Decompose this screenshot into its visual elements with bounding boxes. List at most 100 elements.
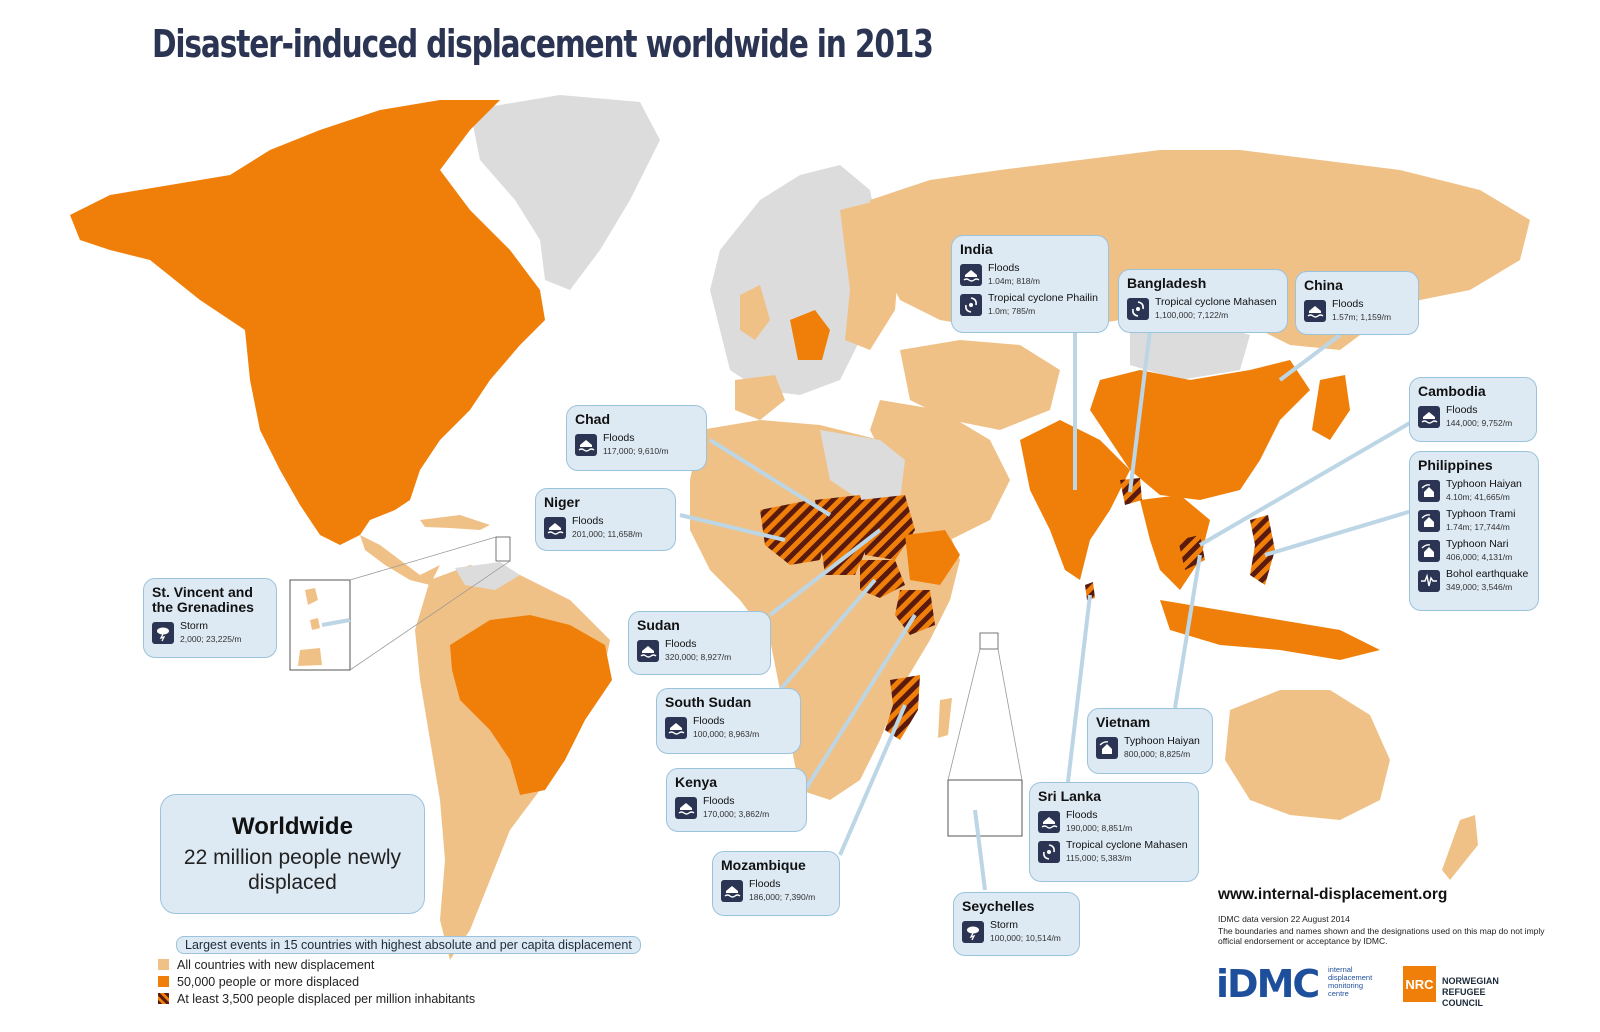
event-type: Typhoon Trami — [1446, 508, 1516, 520]
legend: Largest events in 15 countries with high… — [158, 936, 641, 1007]
nrc-logo: NRC — [1403, 966, 1436, 1002]
country-name: Mozambique — [721, 857, 806, 873]
philippines — [1250, 515, 1275, 585]
flood-icon — [575, 434, 597, 456]
callout-sri-lanka: Sri Lanka Floods 190,000; 8,851/m Tropica… — [1029, 782, 1199, 882]
country-name: Kenya — [675, 774, 718, 790]
event-stats: 349,000; 3,546/m — [1446, 582, 1513, 592]
event-row: Floods 1.57m; 1,159/m — [1304, 299, 1410, 323]
flood-icon — [1418, 406, 1440, 428]
middle-east — [870, 400, 1010, 540]
country-name: Cambodia — [1418, 383, 1486, 399]
event-type: Bohol earthquake — [1446, 568, 1529, 580]
event-type: Floods — [572, 515, 604, 527]
legend-label: 50,000 people or more displaced — [177, 974, 360, 989]
event-stats: 100,000; 8,963/m — [693, 729, 760, 739]
event-row: Floods 100,000; 8,963/m — [665, 716, 792, 740]
event-stats: 115,000; 5,383/m — [1066, 853, 1132, 863]
callout-chad: Chad Floods 117,000; 9,610/m — [566, 405, 707, 471]
flood-icon — [960, 264, 982, 286]
india — [1020, 420, 1130, 580]
callout-philippines: Philippines Typhoon Haiyan 4.10m; 41,665/… — [1409, 451, 1539, 611]
worldwide-text: 22 million people newly displaced — [183, 846, 402, 894]
ethiopia — [905, 530, 960, 585]
germany — [790, 310, 830, 360]
callout-st-vincent: St. Vincent and the Grenadines Storm 2,00… — [143, 578, 277, 658]
country-name: China — [1304, 277, 1343, 293]
event-row: Tropical cyclone Mahasen 1,100,000; 7,122… — [1127, 297, 1279, 321]
sudan — [860, 495, 915, 560]
website-link[interactable]: www.internal-displacement.org — [1218, 886, 1448, 903]
country-name: Niger — [544, 494, 580, 510]
legend-swatch-stripe — [158, 993, 169, 1004]
earthquake-icon — [1418, 570, 1440, 592]
china — [1090, 360, 1310, 500]
legend-item: 50,000 people or more displaced — [158, 973, 641, 990]
event-type: Storm — [180, 620, 209, 632]
event-row: Storm 2,000; 23,225/m — [152, 621, 268, 645]
cyclone-icon — [1127, 298, 1149, 320]
seychelles-locator-box — [979, 632, 999, 650]
callout-india: India Floods 1.04m; 818/m Tropical cyclon… — [951, 235, 1109, 333]
event-row: Typhoon Trami 1.74m; 17,744/m — [1418, 509, 1530, 533]
event-row: Typhoon Haiyan 800,000; 8,825/m — [1096, 736, 1204, 760]
country-name: Chad — [575, 411, 610, 427]
event-type: Typhoon Haiyan — [1124, 735, 1200, 747]
south-sudan — [860, 560, 905, 598]
event-stats: 190,000; 8,851/m — [1066, 823, 1133, 833]
legend-label: All countries with new displacement — [177, 957, 375, 972]
iberia — [735, 375, 785, 420]
callout-cambodia: Cambodia Floods 144,000; 9,752/m — [1409, 377, 1537, 442]
australia — [1225, 690, 1390, 820]
sri-lanka — [1085, 582, 1095, 600]
nrc-name: NORWEGIAN REFUGEE COUNCIL — [1442, 976, 1499, 1008]
greenland — [470, 95, 660, 290]
storm-house-icon — [1096, 737, 1118, 759]
event-stats: 4.10m; 41,665/m — [1446, 492, 1510, 502]
callout-niger: Niger Floods 201,000; 11,658/m — [535, 488, 676, 551]
event-stats: 320,000; 8,927/m — [665, 652, 732, 662]
event-stats: 1.57m; 1,159/m — [1332, 312, 1392, 322]
svg-inset-land — [298, 588, 322, 666]
event-row: Typhoon Nari 406,000; 4,131/m — [1418, 539, 1530, 563]
event-row: Typhoon Haiyan 4.10m; 41,665/m — [1418, 479, 1530, 503]
storm-icon — [152, 622, 174, 644]
central-america — [360, 535, 440, 585]
event-type: Storm — [990, 919, 1019, 931]
event-type: Tropical cyclone Mahasen — [1066, 839, 1188, 851]
callout-south-sudan: South Sudan Floods 100,000; 8,963/m — [656, 688, 801, 754]
flood-icon — [665, 717, 687, 739]
callout-mozambique: Mozambique Floods 186,000; 7,390/m — [712, 851, 840, 916]
flood-icon — [637, 640, 659, 662]
event-row: Floods 186,000; 7,390/m — [721, 879, 831, 903]
callout-seychelles: Seychelles Storm 100,000; 10,514/m — [953, 892, 1080, 956]
event-row: Bohol earthquake 349,000; 3,546/m — [1418, 569, 1530, 593]
callout-bangladesh: Bangladesh Tropical cyclone Mahasen 1,100… — [1118, 269, 1288, 333]
storm-icon — [962, 921, 984, 943]
event-row: Tropical cyclone Phailin 1.0m; 785/m — [960, 293, 1100, 317]
legend-item: All countries with new displacement — [158, 956, 641, 973]
seychelles-inset-box — [947, 779, 1023, 837]
event-row: Floods 190,000; 8,851/m — [1038, 810, 1190, 834]
event-stats: 201,000; 11,658/m — [572, 529, 643, 539]
new-zealand — [1442, 815, 1478, 880]
event-type: Floods — [693, 715, 725, 727]
kenya — [895, 590, 935, 635]
event-stats: 1,100,000; 7,122/m — [1155, 310, 1229, 320]
worldwide-title: Worldwide — [232, 813, 353, 840]
callout-kenya: Kenya Floods 170,000; 3,862/m — [666, 768, 807, 832]
legend-swatch-light — [158, 959, 169, 970]
storm-house-icon — [1418, 480, 1440, 502]
idmc-subtitle: internal displacement monitoring centre — [1328, 965, 1373, 998]
data-version: IDMC data version 22 August 2014 — [1218, 914, 1350, 924]
event-type: Floods — [1332, 298, 1364, 310]
event-row: Floods 117,000; 9,610/m — [575, 433, 698, 457]
disclaimer: The boundaries and names shown and the d… — [1218, 926, 1545, 946]
legend-swatch-dark — [158, 976, 169, 987]
brazil — [450, 615, 612, 795]
event-stats: 186,000; 7,390/m — [749, 892, 816, 902]
event-row: Floods 320,000; 8,927/m — [637, 639, 762, 663]
country-name: Seychelles — [962, 898, 1035, 914]
event-type: Floods — [1446, 404, 1478, 416]
mongolia-nodata — [1130, 320, 1250, 380]
